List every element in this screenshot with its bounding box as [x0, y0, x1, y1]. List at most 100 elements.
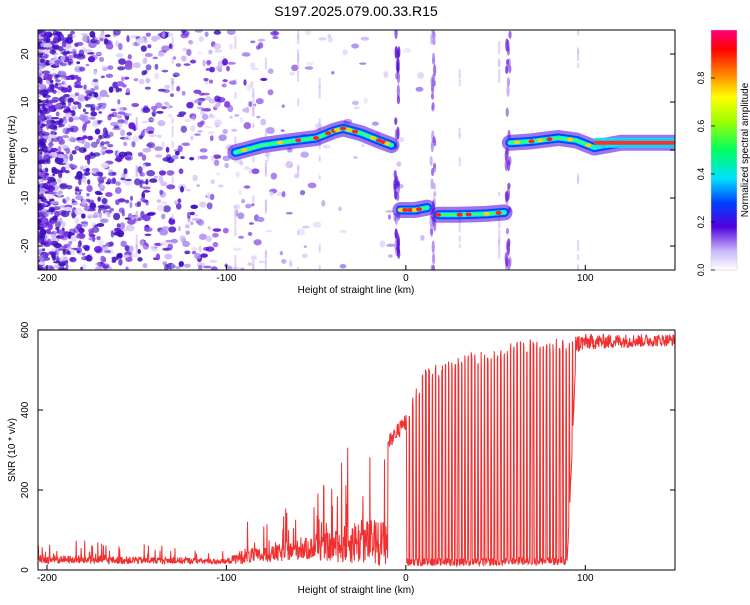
noise-blob [81, 213, 86, 219]
noise-blob [50, 147, 59, 152]
noise-blob [82, 115, 89, 121]
noise-blob [124, 119, 128, 125]
noise-blob [51, 233, 55, 238]
noise-blob [49, 49, 57, 55]
noise-blob [207, 226, 211, 230]
noise-blob [156, 204, 165, 212]
ridge-hotspot [528, 139, 535, 144]
noise-blob [250, 40, 256, 44]
noise-blob [168, 226, 177, 233]
noise-blob [38, 219, 43, 223]
noise-blob [190, 221, 194, 226]
noise-blob [107, 178, 112, 185]
noise-band [396, 71, 401, 84]
noise-blob [38, 153, 43, 161]
noise-streak [135, 234, 138, 249]
noise-blob [52, 45, 60, 51]
noise-blob [49, 152, 58, 157]
noise-streak [577, 30, 580, 36]
noise-blob [108, 86, 114, 93]
noise-blob [206, 115, 216, 119]
noise-blob [144, 86, 151, 90]
noise-blob [269, 191, 274, 197]
noise-blob [257, 38, 266, 42]
noise-blob [59, 183, 68, 190]
noise-blob [226, 265, 233, 270]
noise-streak [264, 163, 267, 175]
noise-blob [168, 218, 176, 225]
noise-blob [98, 211, 103, 219]
ridge-hotspot [402, 208, 409, 212]
noise-blob [133, 77, 139, 82]
noise-streak [498, 41, 501, 55]
noise-blob [260, 118, 267, 126]
noise-streak [577, 62, 580, 68]
noise-blob [121, 180, 130, 184]
noise-blob [144, 52, 153, 58]
noise-blob [85, 63, 90, 67]
noise-blob [76, 41, 84, 46]
noise-blob [166, 184, 176, 190]
noise-blob [318, 37, 327, 41]
snr-frame [37, 329, 676, 571]
noise-blob [48, 123, 58, 130]
noise-blob [116, 115, 123, 119]
noise-blob [110, 108, 117, 112]
noise-blob [57, 154, 65, 159]
noise-blob [154, 63, 159, 70]
noise-blob [198, 245, 202, 253]
noise-blob [260, 77, 268, 81]
noise-blob [121, 210, 125, 217]
noise-blob [312, 221, 322, 228]
noise-blob [104, 34, 111, 38]
noise-blob [86, 192, 90, 197]
ridge-hotspot [537, 138, 544, 143]
noise-blob [71, 150, 77, 155]
ridge-hotspot [465, 212, 472, 217]
noise-blob [49, 100, 57, 103]
spectrogram-y-tick-label: 10 [20, 96, 31, 108]
noise-blob [84, 171, 91, 176]
noise-blob [68, 116, 74, 123]
ridge-hotspot [241, 148, 248, 152]
noise-blob [142, 243, 150, 250]
noise-streak [577, 50, 580, 55]
noise-blob [108, 131, 114, 137]
ridge-hotspot [384, 141, 391, 146]
noise-blob [243, 122, 252, 130]
noise-blob [60, 55, 66, 61]
noise-blob [118, 42, 123, 51]
noise-streak [234, 264, 237, 270]
noise-blob [200, 253, 208, 258]
noise-streak [171, 117, 174, 124]
noise-streak [135, 117, 138, 130]
ridge-hotspot [397, 208, 404, 212]
noise-blob [116, 230, 125, 238]
noise-blob [57, 220, 61, 227]
noise-blob [97, 171, 104, 177]
noise-streak [498, 191, 501, 197]
snr-y-ticks: 0 200 400 600 [20, 321, 675, 573]
noise-blob [69, 153, 74, 162]
noise-blob [117, 198, 126, 203]
noise-blob [301, 253, 308, 259]
noise-band [396, 126, 400, 140]
noise-blob [81, 221, 89, 228]
noise-streak [234, 79, 237, 85]
noise-blob [105, 42, 114, 50]
noise-streak [171, 126, 174, 137]
noise-blob [155, 253, 161, 261]
noise-blob [68, 240, 73, 245]
noise-blob [337, 206, 342, 212]
noise-blob [198, 264, 203, 270]
noise-blob [38, 203, 44, 211]
noise-blob [63, 48, 67, 52]
noise-streak [252, 156, 255, 163]
spectrogram-y-label: Frequency (Hz) [7, 116, 18, 185]
noise-blob [117, 66, 126, 71]
noise-blob [54, 60, 60, 64]
noise-blob [150, 245, 154, 250]
ridge-hotspot [346, 128, 353, 132]
noise-band [430, 178, 434, 190]
noise-streak [171, 37, 174, 51]
